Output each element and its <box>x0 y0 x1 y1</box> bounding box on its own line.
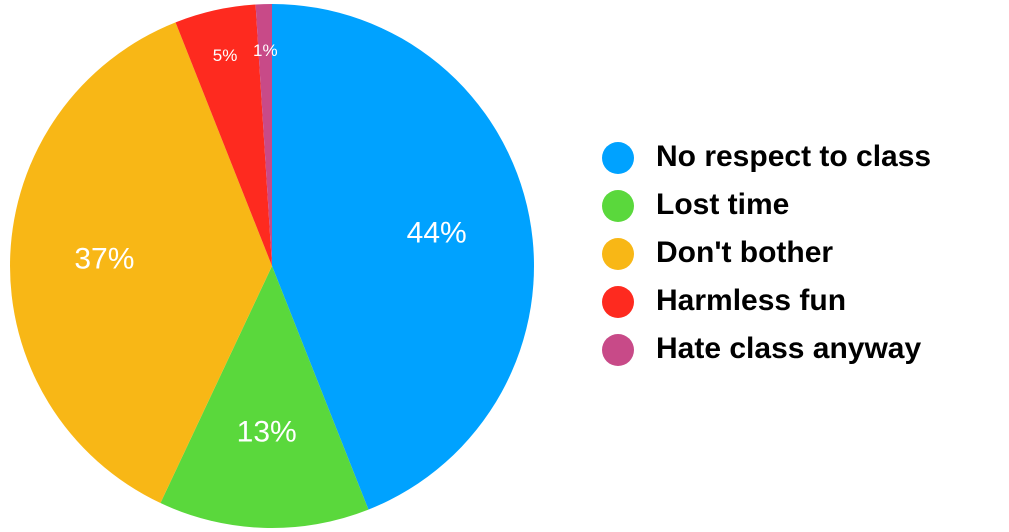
legend-swatch-harmless-fun <box>602 286 634 318</box>
slice-label-harmless-fun: 5% <box>213 46 238 65</box>
pie-slice-don-t-bother <box>10 22 272 504</box>
legend-swatch-hate-class-anyway <box>602 334 634 366</box>
pie-slice-harmless-fun <box>175 4 272 267</box>
legend-swatch-lost-time <box>602 190 634 222</box>
legend-swatch-no-respect-to-class <box>602 142 634 174</box>
legend-label-lost-time: Lost time <box>656 188 789 221</box>
legend-label-hate-class-anyway: Hate class anyway <box>656 332 921 365</box>
slice-label-hate-class-anyway: 1% <box>253 41 278 60</box>
pie-slice-lost-time <box>160 266 369 528</box>
legend: No respect to class Lost time Don't bother… <box>602 140 931 366</box>
legend-label-no-respect-to-class: No respect to class <box>656 140 931 173</box>
legend-item-harmless-fun: Harmless fun <box>602 284 846 318</box>
pie-slices <box>10 4 534 528</box>
legend-label-don-t-bother: Don't bother <box>656 236 833 269</box>
legend-item-don-t-bother: Don't bother <box>602 236 833 270</box>
slice-label-don-t-bother: 37% <box>74 243 134 276</box>
pie-slice-hate-class-anyway <box>255 4 272 266</box>
legend-item-hate-class-anyway: Hate class anyway <box>602 332 921 366</box>
slice-label-lost-time: 13% <box>237 416 297 449</box>
legend-item-no-respect-to-class: No respect to class <box>602 140 931 174</box>
legend-swatch-don-t-bother <box>602 238 634 270</box>
legend-label-harmless-fun: Harmless fun <box>656 284 846 317</box>
slice-label-no-respect-to-class: 44% <box>407 217 467 250</box>
legend-item-lost-time: Lost time <box>602 188 789 222</box>
pie-slice-labels: 44% 13% 37% 5% 1% <box>74 41 466 449</box>
pie-slice-no-respect-to-class <box>272 4 534 510</box>
